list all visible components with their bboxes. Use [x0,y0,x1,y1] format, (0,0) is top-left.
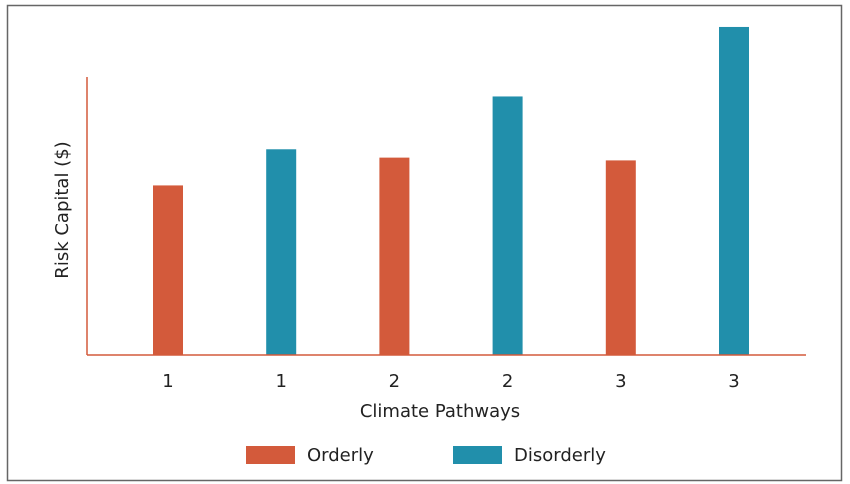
bar [492,96,523,356]
bar [153,185,183,355]
bar [379,157,410,355]
x-tick-label: 1 [275,371,286,392]
bar [605,160,636,355]
x-axis-title: Climate Pathways [360,401,520,422]
x-tick-label: 2 [389,371,400,392]
legend-label: Disorderly [514,445,606,466]
legend-swatch [453,446,502,464]
legend-swatch [246,446,295,464]
legend-label: Orderly [307,445,374,466]
x-tick-label: 3 [728,371,739,392]
x-tick-label: 1 [162,371,173,392]
bar [266,149,297,355]
bar [719,26,749,356]
x-tick-label: 2 [502,371,513,392]
frame [6,4,843,482]
x-tick-label: 3 [615,371,626,392]
y-axis-title: Risk Capital ($) [52,141,73,278]
